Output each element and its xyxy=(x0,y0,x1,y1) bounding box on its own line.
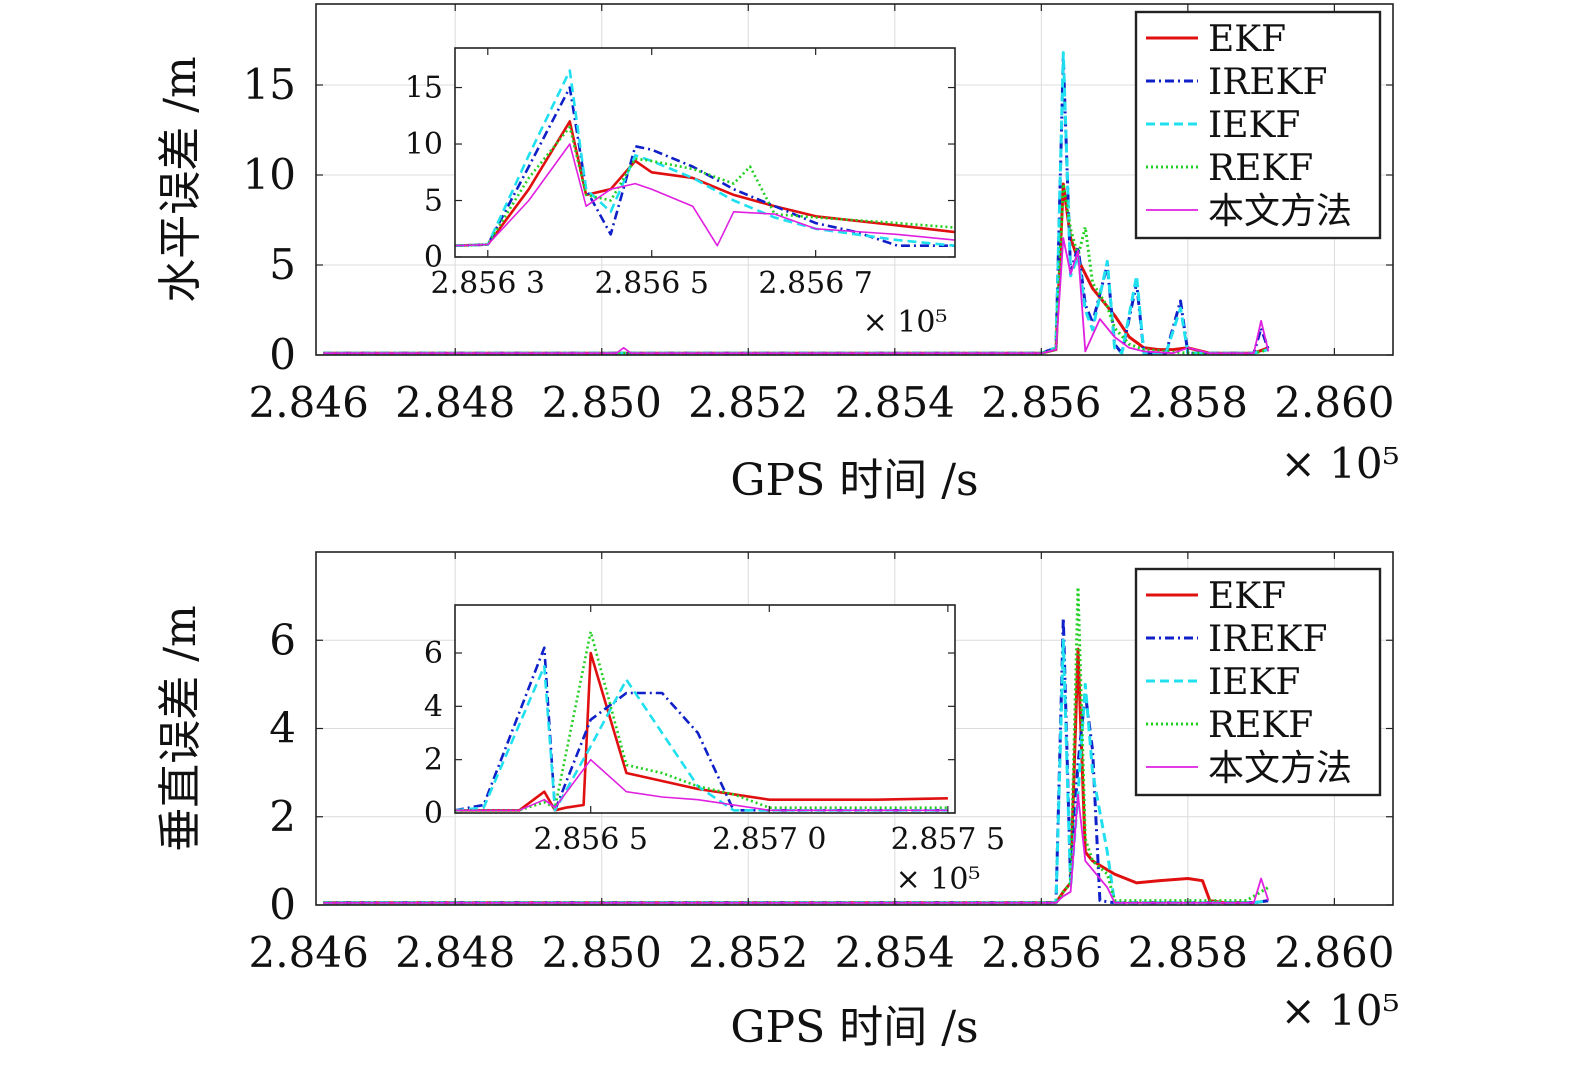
y-tick-label: 6 xyxy=(269,615,296,664)
series-line-IREKF xyxy=(455,646,948,812)
series-line-REKF xyxy=(455,630,948,812)
series-line-REKF xyxy=(455,125,955,247)
y-tick-label: 0 xyxy=(269,880,296,929)
y-tick-label: 5 xyxy=(269,240,296,289)
axes-frame xyxy=(315,3,1394,356)
legend-label-IEKF: IEKF xyxy=(1208,662,1300,703)
x-tick-label: 2.850 xyxy=(542,928,662,977)
x-axis-label: GPS 时间 /s xyxy=(730,455,978,506)
chart-bottom-inset: 2.856 5 2.857 0 2.857 5 0 2 4 6 × 10⁵ xyxy=(424,604,1006,897)
legend-label-IREKF: IREKF xyxy=(1208,619,1327,660)
x-tick-label: 2.856 7 xyxy=(758,266,873,301)
legend-label-IEKF: IEKF xyxy=(1208,105,1300,146)
x-tick-label: 2.846 xyxy=(249,378,369,427)
x-tick-label: 2.848 xyxy=(395,928,515,977)
x-tick-label: 2.860 xyxy=(1274,378,1394,427)
series-line-EKF xyxy=(455,120,955,247)
y-tick-label: 10 xyxy=(405,127,443,162)
x-tick-label: 2.858 xyxy=(1128,928,1248,977)
x-tick-label: 2.846 xyxy=(249,928,369,977)
y-tick-label: 2 xyxy=(424,743,443,778)
x-tick-label: 2.854 xyxy=(835,378,955,427)
legend-label-本文方法: 本文方法 xyxy=(1208,191,1352,232)
legend-label-REKF: REKF xyxy=(1208,705,1313,746)
y-tick-label: 15 xyxy=(405,71,443,106)
x-tick-label: 2.857 0 xyxy=(712,822,827,857)
x-tick-label: 2.856 xyxy=(981,928,1101,977)
y-tick-label: 5 xyxy=(424,184,443,219)
legend-label-IREKF: IREKF xyxy=(1208,62,1327,103)
y-tick-label: 0 xyxy=(269,330,296,379)
x-tick-label: 2.850 xyxy=(542,378,662,427)
series-line-REKF xyxy=(323,585,1270,905)
series-group xyxy=(323,585,1270,905)
legend-label-本文方法: 本文方法 xyxy=(1208,748,1352,789)
legend-label-EKF: EKF xyxy=(1208,19,1286,60)
y-tick-label: 4 xyxy=(269,704,296,753)
x-multiplier: × 10⁵ xyxy=(896,862,981,897)
series-group xyxy=(455,630,948,812)
x-tick-label: 2.856 5 xyxy=(533,822,648,857)
x-tick-label: 2.852 xyxy=(688,378,808,427)
y-tick-label: 0 xyxy=(424,796,443,831)
y-axis-label: 垂直误差 /m xyxy=(155,605,206,852)
axes-frame xyxy=(454,604,956,814)
series-line-IEKF xyxy=(455,69,955,247)
legend-label-EKF: EKF xyxy=(1208,576,1286,617)
x-multiplier: × 10⁵ xyxy=(1281,439,1400,488)
x-tick-label: 2.858 xyxy=(1128,378,1248,427)
x-multiplier: × 10⁵ xyxy=(863,305,948,340)
legend-label-REKF: REKF xyxy=(1208,148,1313,189)
y-tick-label: 6 xyxy=(424,636,443,671)
axes-frame xyxy=(454,47,956,258)
x-axis-label: GPS 时间 /s xyxy=(730,1002,978,1053)
x-tick-label: 2.856 3 xyxy=(431,266,546,301)
x-tick-label: 2.848 xyxy=(395,378,515,427)
x-multiplier: × 10⁵ xyxy=(1281,986,1400,1035)
y-tick-label: 2 xyxy=(269,792,296,841)
y-tick-label: 0 xyxy=(424,240,443,275)
x-tick-label: 2.854 xyxy=(835,928,955,977)
y-axis-label: 水平误差 /m xyxy=(155,56,206,303)
series-line-本文方法 xyxy=(455,758,948,812)
series-line-本文方法 xyxy=(455,143,955,247)
plot-area xyxy=(455,605,955,813)
chart-top-inset: 2.856 3 2.856 5 2.856 7 0 5 10 15 × 10⁵ xyxy=(405,47,956,340)
x-tick-label: 2.857 5 xyxy=(891,822,1006,857)
series-group xyxy=(455,69,955,247)
series-line-REKF xyxy=(323,182,1269,355)
series-line-本文方法 xyxy=(323,793,1270,904)
x-tick-label: 2.860 xyxy=(1274,928,1394,977)
x-tick-label: 2.856 5 xyxy=(594,266,709,301)
y-tick-label: 10 xyxy=(243,150,296,199)
series-line-本文方法 xyxy=(323,237,1270,355)
x-tick-label: 2.852 xyxy=(688,928,808,977)
y-tick-label: 15 xyxy=(243,60,296,109)
x-tick-label: 2.856 xyxy=(981,378,1101,427)
y-tick-label: 4 xyxy=(424,689,443,724)
